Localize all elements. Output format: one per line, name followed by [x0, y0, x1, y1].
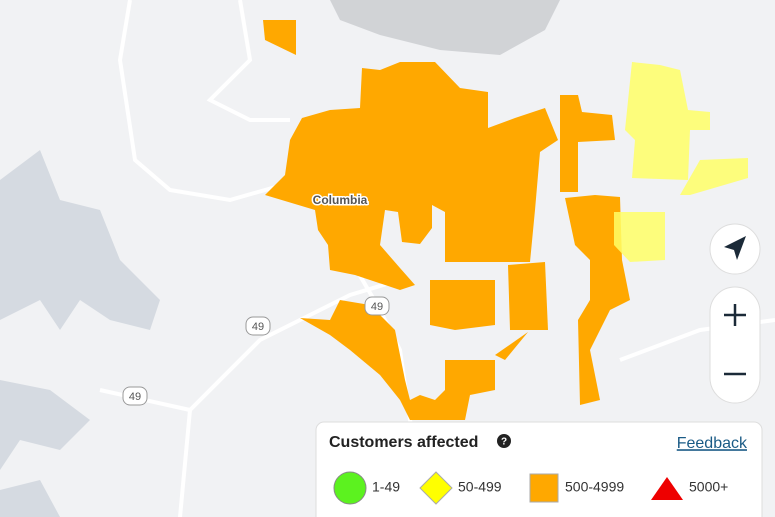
legend: Customers affected ? Feedback 1-49 50-499… — [315, 421, 763, 517]
route-shield-label: 49 — [371, 301, 383, 313]
zoom-in[interactable] — [710, 287, 760, 343]
legend-swatch — [651, 477, 683, 500]
help-icon-label: ? — [501, 437, 507, 448]
locate-button[interactable] — [709, 223, 761, 275]
route-shield: 49 — [122, 386, 148, 406]
zoom-out[interactable] — [710, 347, 760, 403]
route-shield-label: 49 — [129, 391, 141, 403]
legend-swatch — [419, 471, 453, 505]
legend-title: Customers affected — [329, 434, 478, 451]
legend-label: 1-49 — [372, 479, 400, 495]
zoom-control — [709, 286, 761, 404]
place-label: Columbia — [313, 193, 368, 207]
outage-areas — [263, 20, 630, 420]
outage-areas-low — [614, 62, 748, 262]
legend-swatch — [529, 473, 559, 503]
legend-swatch — [333, 471, 367, 505]
legend-label: 500-4999 — [565, 479, 624, 495]
legend-label: 5000+ — [689, 479, 728, 495]
route-shield-label: 49 — [252, 321, 264, 333]
help-icon[interactable] — [497, 434, 511, 448]
terrain — [330, 0, 560, 55]
legend-label: 50-499 — [458, 479, 502, 495]
route-shield: 49 — [364, 296, 390, 316]
route-shield: 49 — [245, 316, 271, 336]
water — [0, 150, 160, 517]
feedback-link[interactable]: Feedback — [677, 435, 748, 452]
